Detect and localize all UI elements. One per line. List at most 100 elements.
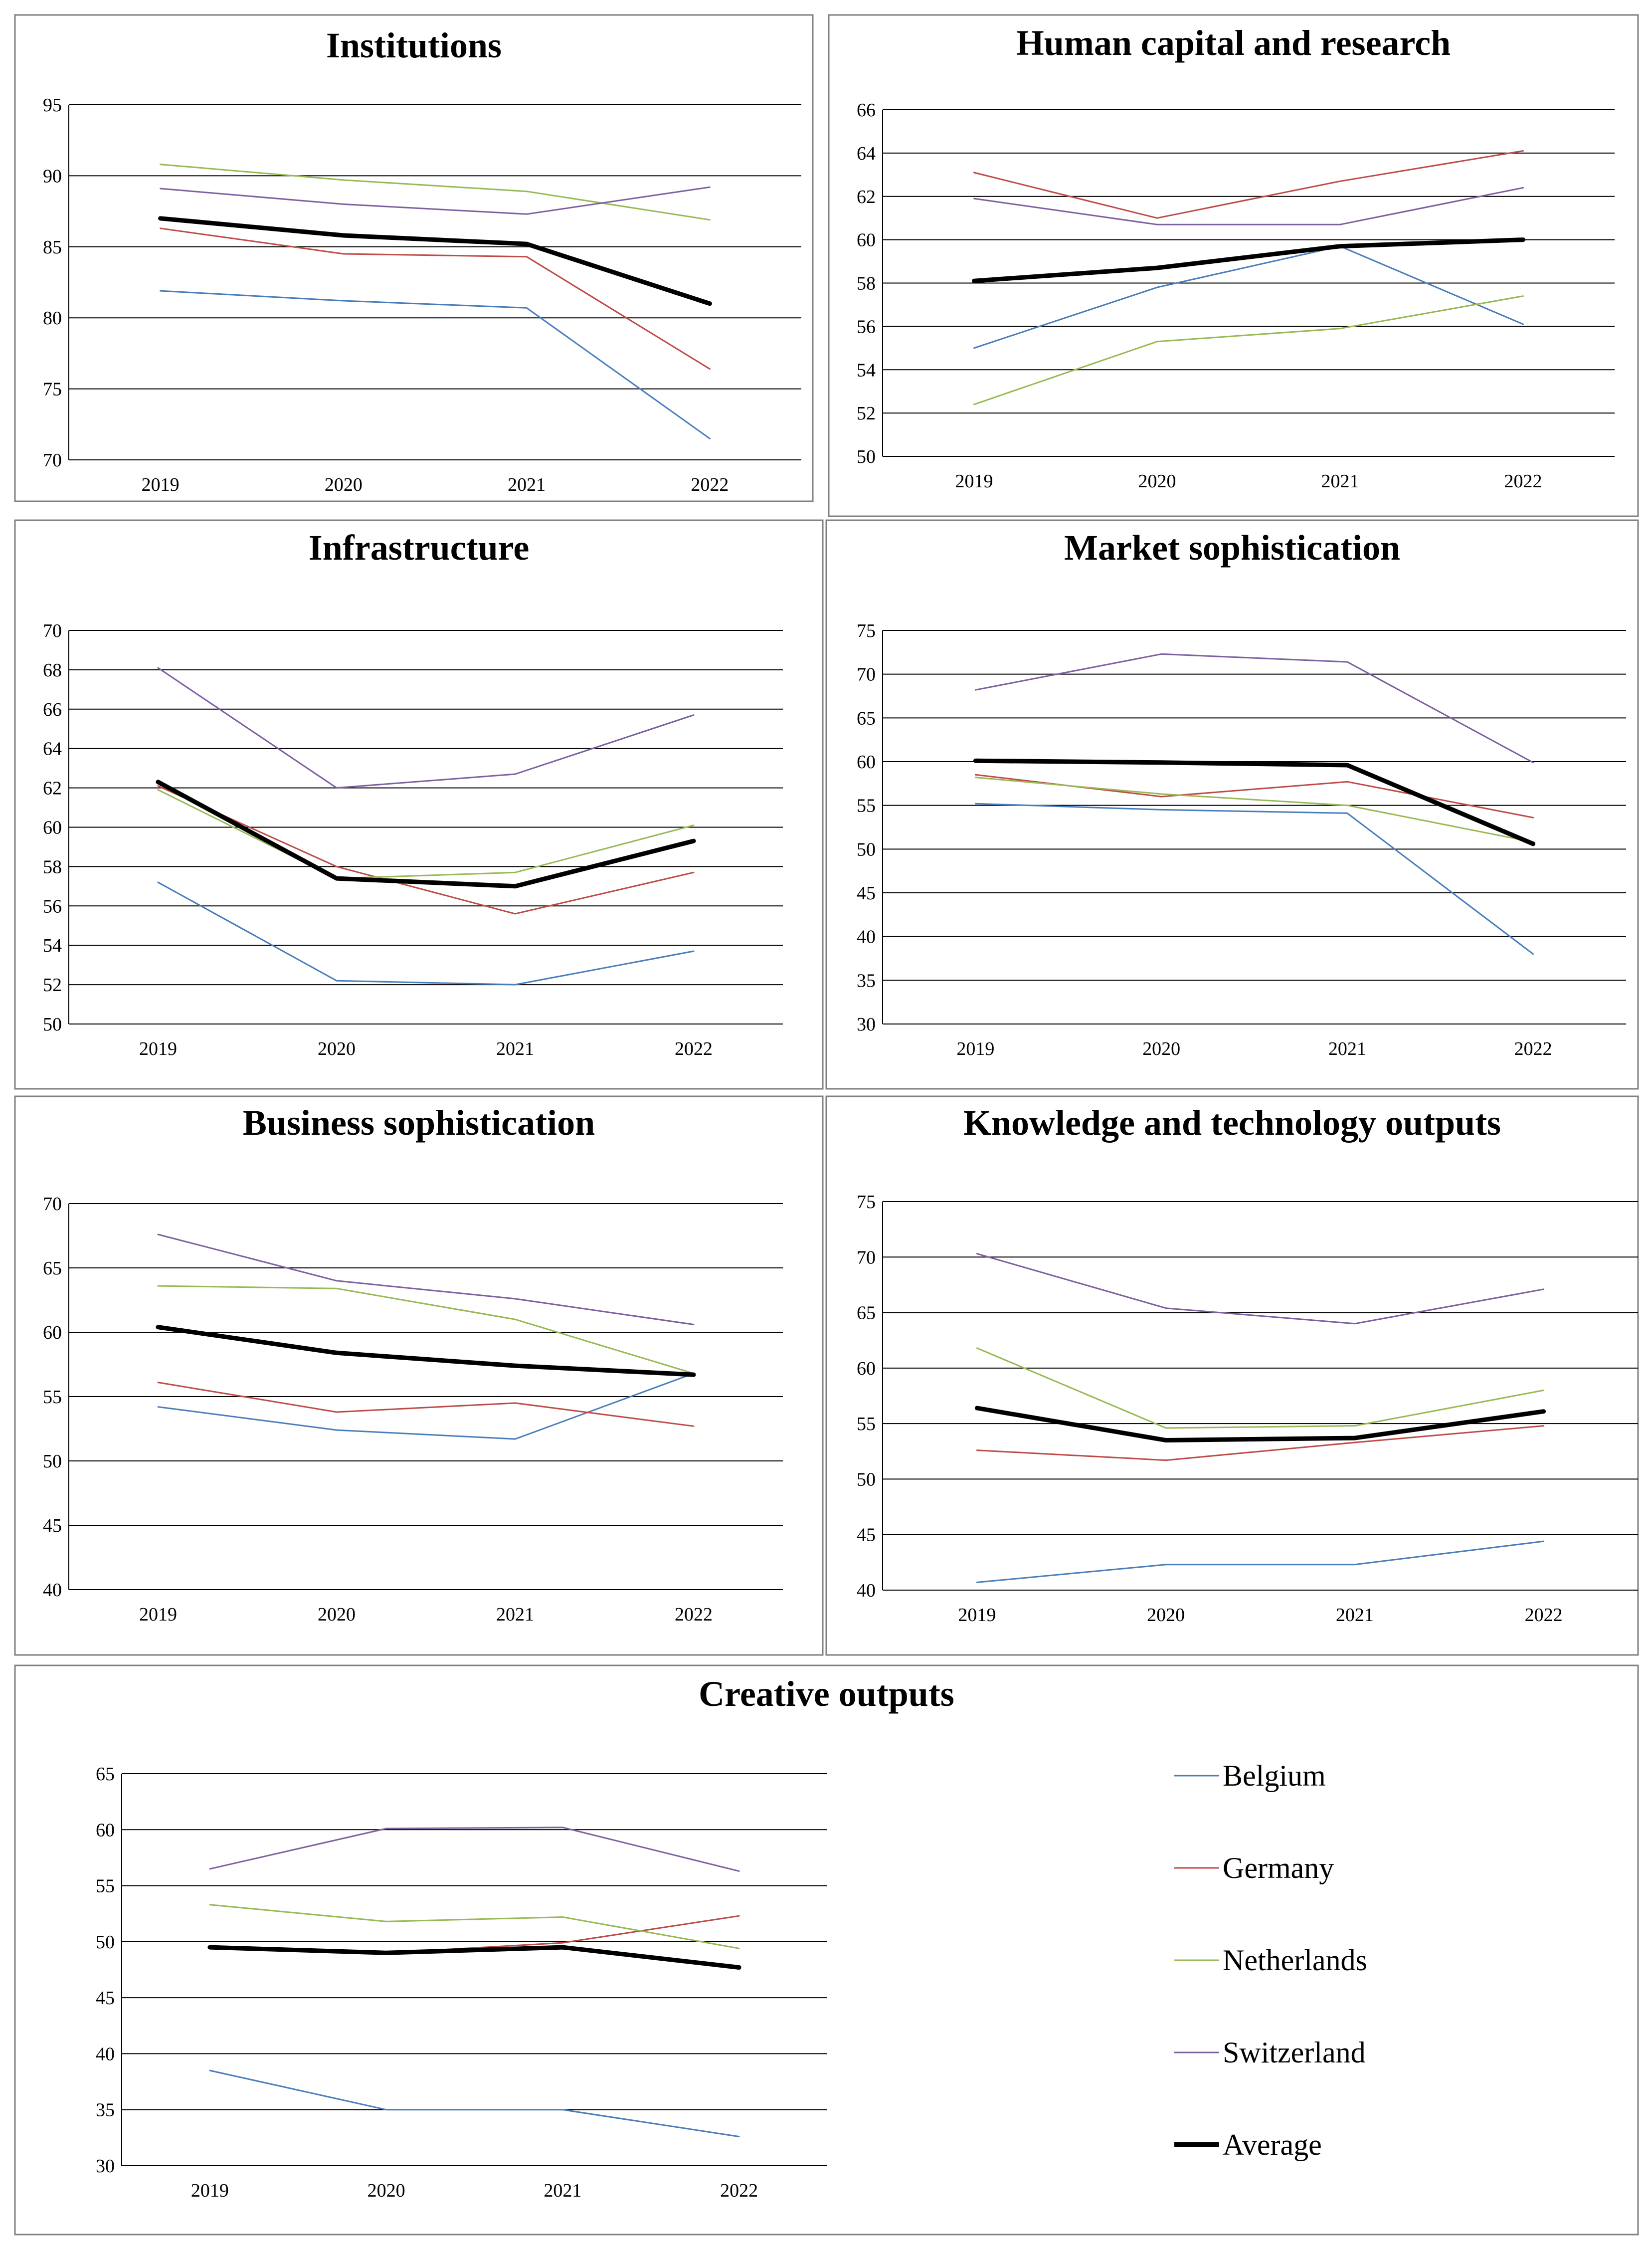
- series-line-netherlands: [974, 777, 1534, 843]
- x-tick-label: 2022: [720, 2180, 758, 2201]
- series-line-belgium: [209, 2069, 740, 2138]
- y-tick-label: 50: [857, 1469, 876, 1490]
- y-tick-label: 30: [96, 2156, 115, 2177]
- chart-title: Market sophistication: [1064, 528, 1400, 568]
- y-tick-label: 60: [857, 230, 876, 251]
- chart-border: [828, 14, 1639, 517]
- x-tick-label: 2022: [1504, 471, 1542, 492]
- y-tick-label: 50: [43, 1014, 62, 1035]
- series-line-belgium: [157, 881, 695, 986]
- y-tick-label: 60: [857, 752, 876, 773]
- x-tick-label: 2021: [544, 2180, 581, 2201]
- y-tick-label: 55: [96, 1876, 115, 1897]
- y-tick-label: 52: [43, 975, 62, 996]
- x-tick-label: 2022: [675, 1604, 713, 1625]
- x-tick-label: 2021: [1321, 471, 1359, 492]
- series-line-netherlands: [160, 164, 711, 221]
- y-tick-label: 75: [43, 379, 62, 400]
- series-line-switzerland: [209, 1827, 740, 1872]
- series-line-average: [973, 758, 1536, 846]
- chart-title: Knowledge and technology outputs: [963, 1103, 1501, 1143]
- x-tick-label: 2019: [955, 471, 993, 492]
- x-tick-label: 2019: [956, 1038, 994, 1059]
- y-tick-label: 40: [857, 927, 876, 948]
- y-tick-label: 70: [43, 620, 62, 641]
- x-tick-label: 2020: [318, 1604, 356, 1625]
- y-tick-label: 64: [857, 143, 876, 164]
- y-tick-label: 40: [96, 2044, 115, 2064]
- y-tick-label: 66: [857, 100, 876, 121]
- series-line-netherlands: [209, 1904, 740, 1949]
- y-tick-label: 60: [43, 818, 62, 838]
- series-line-switzerland: [157, 1233, 695, 1325]
- series-line-germany: [976, 1425, 1545, 1461]
- y-tick-label: 64: [43, 739, 62, 760]
- series-line-switzerland: [973, 187, 1524, 225]
- x-tick-label: 2019: [139, 1038, 177, 1059]
- series-line-belgium: [974, 803, 1534, 955]
- series-line-switzerland: [974, 653, 1534, 764]
- series-line-belgium: [976, 1540, 1545, 1583]
- y-tick-label: 60: [96, 1820, 115, 1841]
- series-line-germany: [160, 227, 711, 370]
- y-tick-label: 66: [43, 699, 62, 720]
- series-line-average: [972, 237, 1525, 283]
- series-line-average: [207, 1945, 741, 1970]
- y-tick-label: 65: [96, 1764, 115, 1785]
- chart-creative-outputs: Creative outputs 30 35 40 45 50 55 60 65 2019 2020…: [14, 1664, 1639, 2236]
- y-tick-label: 80: [43, 308, 62, 329]
- y-tick-label: 70: [43, 1194, 62, 1215]
- y-tick-label: 60: [857, 1358, 876, 1379]
- y-tick-label: 70: [43, 450, 62, 471]
- y-tick-label: 58: [43, 856, 62, 877]
- y-tick-label: 85: [43, 237, 62, 258]
- y-tick-label: 65: [857, 708, 876, 729]
- chart-border: [14, 519, 824, 1090]
- y-tick-label: 50: [43, 1451, 62, 1472]
- x-tick-label: 2020: [1142, 1038, 1180, 1059]
- y-tick-label: 52: [857, 403, 876, 424]
- x-tick-label: 2021: [508, 474, 546, 495]
- x-tick-label: 2021: [1328, 1038, 1366, 1059]
- y-tick-label: 55: [857, 1414, 876, 1434]
- series-line-average: [156, 1325, 696, 1377]
- x-tick-label: 2020: [318, 1038, 356, 1059]
- y-tick-label: 60: [43, 1322, 62, 1343]
- chart-market-sophistication: Market sophistication 30 35 40 45 50 55 60 65 70 7…: [825, 519, 1639, 1090]
- series-line-germany: [157, 1382, 695, 1427]
- y-tick-label: 70: [857, 664, 876, 685]
- legend-label-switzerland: Switzerland: [1223, 2036, 1366, 2069]
- chart-knowledge-and-technology-outputs: Knowledge and technology outputs 40 45 50 55…: [825, 1095, 1639, 1656]
- chart-title: Creative outputs: [699, 1674, 954, 1714]
- series-line-germany: [157, 785, 695, 915]
- x-tick-label: 2022: [691, 474, 729, 495]
- x-tick-label: 2022: [1514, 1038, 1552, 1059]
- series-line-netherlands: [973, 295, 1524, 406]
- series-line-belgium: [157, 1373, 695, 1440]
- series-line-germany: [973, 150, 1524, 219]
- legend-label-average: Average: [1223, 2128, 1322, 2161]
- y-tick-label: 55: [43, 1387, 62, 1408]
- y-tick-label: 40: [857, 1580, 876, 1601]
- series-line-belgium: [973, 245, 1524, 349]
- y-tick-label: 56: [857, 316, 876, 337]
- chart-title: Infrastructure: [309, 528, 530, 568]
- y-tick-label: 70: [857, 1247, 876, 1268]
- x-tick-label: 2020: [325, 474, 363, 495]
- x-tick-label: 2020: [1147, 1605, 1185, 1626]
- x-tick-label: 2021: [496, 1038, 534, 1059]
- chart-border: [825, 519, 1639, 1090]
- y-tick-label: 54: [857, 360, 876, 381]
- y-tick-label: 55: [857, 796, 876, 817]
- chart-border: [825, 1095, 1639, 1656]
- x-tick-label: 2019: [139, 1604, 177, 1625]
- y-tick-label: 50: [857, 839, 876, 860]
- y-tick-label: 68: [43, 660, 62, 681]
- x-tick-label: 2019: [958, 1605, 996, 1626]
- series-line-belgium: [160, 290, 711, 439]
- legend: Belgium Germany Netherlands Switzerland Aver…: [1174, 1759, 1367, 2161]
- x-tick-label: 2021: [1336, 1605, 1374, 1626]
- x-tick-label: 2020: [1138, 471, 1176, 492]
- x-tick-label: 2019: [191, 2180, 229, 2201]
- y-tick-label: 30: [857, 1014, 876, 1035]
